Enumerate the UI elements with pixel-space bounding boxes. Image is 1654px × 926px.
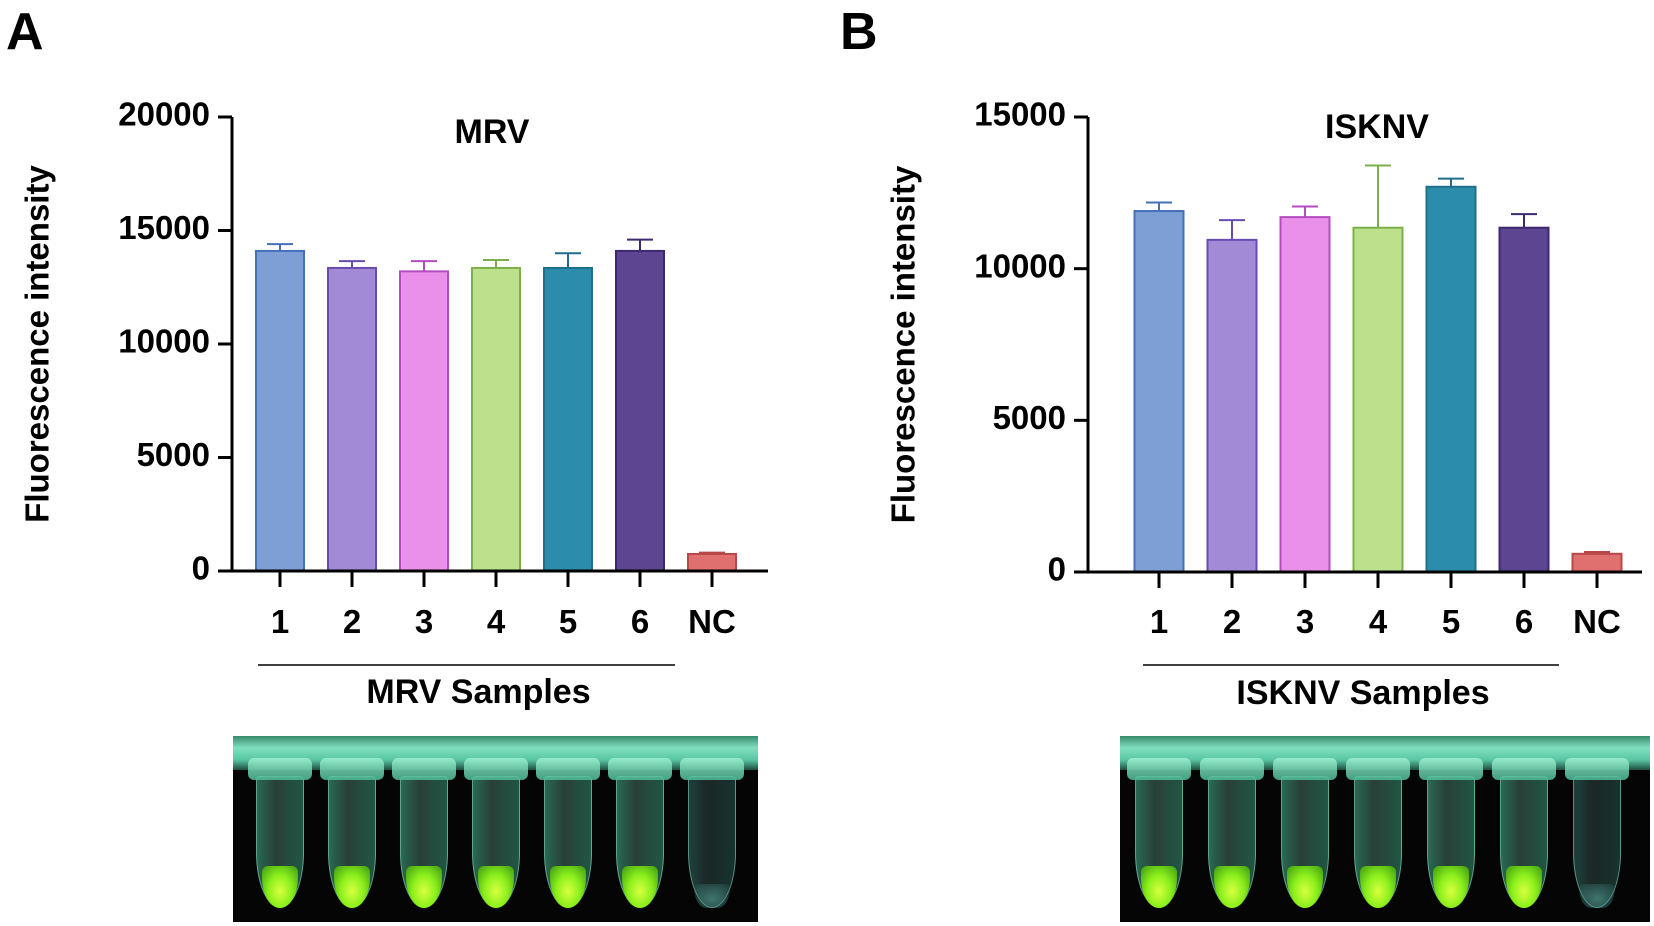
panel-b-x-tick-label: 6 xyxy=(1515,603,1533,640)
panel-a-tube-5 xyxy=(536,758,600,908)
panel-b-tube-2 xyxy=(1200,758,1264,908)
panel-a-bar-6 xyxy=(615,249,665,572)
panel-a-tube-1 xyxy=(248,758,312,908)
panel-a-bar-4 xyxy=(471,266,521,572)
panel-a-tube-4 xyxy=(464,758,528,908)
panel-a-tube-NC xyxy=(680,758,744,908)
panel-a-x-tick-label: 3 xyxy=(415,603,433,640)
panel-b-letter: B xyxy=(840,3,878,61)
panel-a-x-tick-label: 2 xyxy=(343,603,361,640)
panel-b-bar-4 xyxy=(1352,226,1404,573)
panel-b-x-tick-label: 2 xyxy=(1223,603,1241,640)
panel-b-tube-3 xyxy=(1273,758,1337,908)
panel-a-bar-2 xyxy=(327,266,377,572)
panel-a-y-tick-label: 15000 xyxy=(118,209,210,246)
panel-a-y-tick-label: 5000 xyxy=(137,436,210,473)
panel-b-x-tick-label: 3 xyxy=(1296,603,1314,640)
panel-b-x-tick-label: 5 xyxy=(1442,603,1460,640)
panel-a-bar-NC xyxy=(687,552,737,572)
panel-a-bar-1 xyxy=(255,249,305,572)
panel-b-bar-2 xyxy=(1206,238,1258,573)
panel-a-chart-title: MRV xyxy=(455,113,530,151)
panel-a-y-tick-label: 20000 xyxy=(118,96,210,133)
panel-a-x-tick-label: 1 xyxy=(271,603,289,640)
panel-a-tube-photo xyxy=(233,736,758,922)
panel-b-x-tick-label: 4 xyxy=(1369,603,1388,640)
panel-a-tube-3 xyxy=(392,758,456,908)
panel-a-tube-2 xyxy=(320,758,384,908)
panel-b-tube-4 xyxy=(1346,758,1410,908)
panel-b-tube-photo xyxy=(1120,736,1650,922)
panel-b-group-label: ISKNV Samples xyxy=(1236,674,1489,712)
panel-b-x-tick-label: NC xyxy=(1573,603,1621,640)
panel-b-x-tick-label: 1 xyxy=(1150,603,1168,640)
panel-b-bar-6 xyxy=(1498,226,1550,573)
panel-a-x-tick-label: 4 xyxy=(487,603,506,640)
panel-a-x-tick-label: 6 xyxy=(631,603,649,640)
panel-a-tube-6 xyxy=(608,758,672,908)
panel-b-bar-3 xyxy=(1279,216,1331,573)
panel-a-y-axis-label: Fluorescence intensity xyxy=(19,165,56,523)
panel-b-tube-5 xyxy=(1419,758,1483,908)
panel-a-bar-5 xyxy=(543,266,593,572)
panel-b-y-tick-label: 5000 xyxy=(993,399,1066,436)
panel-a-y-tick-label: 10000 xyxy=(118,323,210,360)
panel-b-tube-NC xyxy=(1565,758,1629,908)
panel-b-y-axis-label: Fluorescence intensity xyxy=(885,165,922,523)
panel-b-y-tick-label: 15000 xyxy=(974,96,1066,133)
panel-b-tube-6 xyxy=(1492,758,1556,908)
panel-a-letter: A xyxy=(6,3,44,61)
panel-a-x-tick-label: 5 xyxy=(559,603,577,640)
panel-a-group-label: MRV Samples xyxy=(366,673,590,711)
panel-b-y-tick-label: 0 xyxy=(1048,551,1066,588)
panel-b-bar-NC xyxy=(1571,552,1623,573)
panel-a-y-tick-label: 0 xyxy=(192,550,210,587)
panel-b-bar-1 xyxy=(1133,210,1185,574)
panel-a-x-tick-label: NC xyxy=(688,603,736,640)
panel-b-bar-5 xyxy=(1425,185,1477,573)
panel-b-y-tick-label: 10000 xyxy=(974,247,1066,284)
panel-b-tube-1 xyxy=(1127,758,1191,908)
panel-b-chart-title: ISKNV xyxy=(1325,108,1429,146)
panel-a-bar-3 xyxy=(399,270,449,572)
